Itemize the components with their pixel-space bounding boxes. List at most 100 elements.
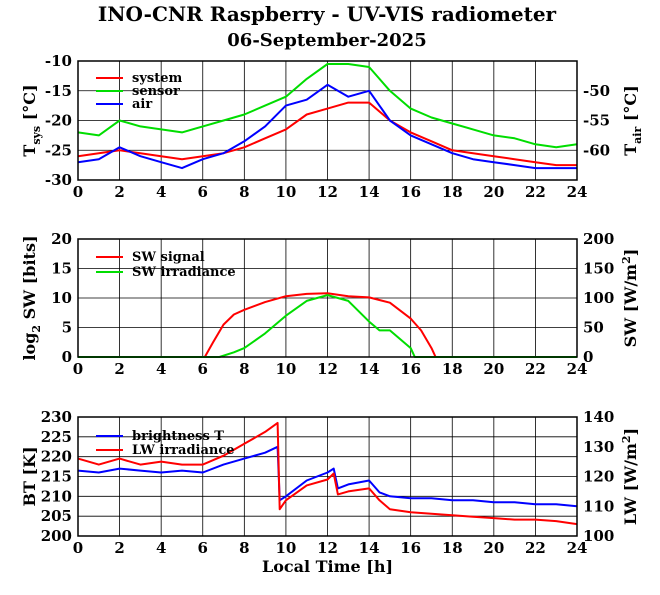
x-tick-label: 10	[275, 183, 296, 201]
x-tick-label: 4	[156, 183, 166, 201]
y-tick-label-right: -60	[583, 141, 610, 159]
x-tick-label: 6	[198, 539, 208, 557]
x-tick-label: 20	[483, 360, 504, 378]
y-tick-label-left: 210	[41, 487, 72, 505]
y-axis-label-left: BT [K]	[20, 446, 39, 506]
y-tick-label-left: 200	[41, 527, 72, 545]
x-tick-label: 16	[400, 539, 421, 557]
x-tick-label: 24	[567, 360, 588, 378]
x-tick-label: 24	[567, 539, 588, 557]
x-tick-label: 18	[442, 183, 463, 201]
x-tick-label: 0	[73, 183, 83, 201]
chart-panel-2: 0 2 4 6 8 10 12 14 16 18 20 22 240510152005010015020…	[20, 230, 640, 378]
y-tick-label-right: 130	[583, 438, 614, 456]
y-tick-label-left: 205	[41, 507, 72, 525]
x-tick-label: 16	[400, 360, 421, 378]
chart-panel-3: 0 2 4 6 8 10 12 14 16 18 20 22 242002052102152202252…	[20, 408, 640, 576]
y-tick-label-right: 50	[583, 319, 604, 337]
x-tick-label: 0	[73, 360, 83, 378]
legend-label: sensor	[132, 84, 180, 99]
chart-panel-1: 0 2 4 6 8 10 12 14 16 18 20 22 24-30-25-20-15-10-60-…	[20, 52, 644, 201]
y-tick-label-left: 225	[41, 428, 72, 446]
x-tick-label: 8	[239, 539, 249, 557]
y-tick-label-right: 140	[583, 408, 614, 426]
x-tick-label: 6	[198, 183, 208, 201]
legend: brightness TLW irradiance	[96, 429, 235, 458]
figure-subtitle: 06-September-2025	[227, 30, 426, 51]
x-tick-label: 2	[114, 183, 124, 201]
x-tick-label: 14	[359, 360, 380, 378]
y-tick-label-left: -30	[45, 171, 72, 189]
y-tick-label-left: 15	[51, 260, 72, 278]
x-tick-label: 8	[239, 360, 249, 378]
y-tick-label-right: 100	[583, 527, 614, 545]
series-line-sw-irradiance	[78, 294, 577, 358]
x-tick-label: 20	[483, 183, 504, 201]
y-tick-label-left: -20	[45, 112, 72, 130]
x-tick-label: 18	[442, 360, 463, 378]
y-tick-label-right: -50	[583, 82, 610, 100]
x-tick-label: 12	[317, 539, 338, 557]
legend-label: SW irradiance	[132, 265, 236, 280]
series-line-brightness-t	[77, 445, 578, 508]
x-tick-label: 14	[359, 539, 380, 557]
x-tick-label: 22	[525, 539, 546, 557]
y-axis-label-right: SW [W/m2]	[620, 249, 640, 348]
legend-label: system	[132, 71, 182, 86]
y-tick-label-right: -55	[583, 112, 610, 130]
y-tick-label-right: 0	[583, 348, 593, 366]
x-tick-label: 16	[400, 183, 421, 201]
y-tick-label-left: -10	[45, 52, 72, 70]
y-tick-label-left: 230	[41, 408, 72, 426]
x-tick-label: 0	[73, 539, 83, 557]
x-tick-label: 4	[156, 539, 166, 557]
y-tick-label-left: -15	[45, 82, 72, 100]
x-tick-label: 10	[275, 539, 296, 557]
y-tick-label-left: 10	[51, 289, 72, 307]
x-tick-label: 12	[317, 183, 338, 201]
y-tick-label-left: -25	[45, 141, 72, 159]
series-line-lw-irradiance	[77, 421, 578, 526]
x-tick-label: 10	[275, 360, 296, 378]
x-tick-label: 18	[442, 539, 463, 557]
y-tick-label-right: 100	[583, 289, 614, 307]
legend-label: SW signal	[132, 250, 205, 265]
x-tick-label: 22	[525, 360, 546, 378]
plot-panels: 0 2 4 6 8 10 12 14 16 18 20 22 24-30-25-20-15-10-60-…	[20, 52, 644, 576]
y-axis-label-left: Tsys [°C]	[20, 84, 43, 156]
plot-frame	[77, 238, 578, 358]
x-tick-label: 2	[114, 539, 124, 557]
legend-label: brightness T	[132, 429, 224, 444]
series-line-air	[77, 83, 577, 170]
y-tick-label-right: 200	[583, 230, 614, 248]
x-tick-label: 20	[483, 539, 504, 557]
x-tick-label: 4	[156, 360, 166, 378]
y-tick-label-left: 20	[51, 230, 72, 248]
y-tick-label-left: 215	[41, 468, 72, 486]
y-axis-label-left: log2 SW [bits]	[20, 235, 43, 360]
x-tick-label: 6	[198, 360, 208, 378]
figure-title: INO-CNR Raspberry - UV-VIS radiometer	[98, 2, 557, 26]
y-tick-label-left: 5	[62, 319, 72, 337]
y-tick-label-left: 220	[41, 448, 72, 466]
y-tick-label-right: 150	[583, 260, 614, 278]
y-tick-label-right: 110	[583, 497, 614, 515]
x-tick-label: 14	[359, 183, 380, 201]
x-tick-label: 12	[317, 360, 338, 378]
x-axis-label: Local Time [h]	[262, 557, 393, 576]
y-tick-label-left: 0	[62, 348, 72, 366]
x-tick-label: 22	[525, 183, 546, 201]
y-axis-label-right: LW [W/m2]	[620, 428, 640, 525]
x-tick-label: 2	[114, 360, 124, 378]
legend-label: LW irradiance	[132, 443, 235, 458]
x-tick-label: 24	[567, 183, 588, 201]
x-tick-label: 8	[239, 183, 249, 201]
legend-label: air	[132, 97, 152, 112]
plot-frame	[77, 60, 578, 181]
series-line-system	[77, 101, 577, 167]
series-line-sw-signal	[78, 292, 577, 358]
